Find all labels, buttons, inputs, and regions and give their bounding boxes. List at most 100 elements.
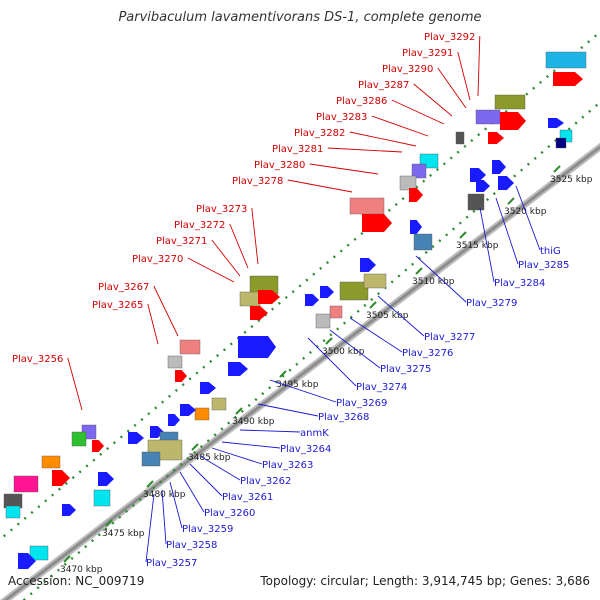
kbp-tick [415,267,423,275]
upper-gene-label: Plav_3270 [132,254,183,265]
gene-feature [360,258,376,272]
gene-feature [349,197,385,215]
gene-callout-line [287,179,353,193]
gene-feature [555,137,567,149]
gene-callout-line [479,207,495,283]
upper-gene-label: Plav_3287 [358,80,409,91]
gene-feature [363,273,387,289]
upper-gene-label: Plav_3283 [316,112,367,123]
kbp-tick [507,197,515,205]
gene-feature [92,440,104,452]
gene-callout-line [349,131,417,147]
gene-callout-line [269,379,337,403]
gene-callout-line [495,197,519,265]
upper-gene-label: Plav_3292 [424,32,475,43]
gene-feature [455,131,465,145]
lower-gene-label: Plav_3279 [466,298,517,309]
gene-feature [93,489,111,507]
kbp-tick [146,480,154,488]
upper-gene-label: Plav_3272 [174,220,225,231]
upper-gene-label: Plav_3271 [156,236,207,247]
lower-gene-label: thiG [540,246,561,257]
gene-callout-line [211,447,263,465]
gene-feature [13,475,39,493]
lower-gene-label: Plav_3257 [146,558,197,569]
gene-feature [71,431,87,447]
gene-feature [179,339,201,355]
gene-feature [411,163,427,179]
lower-gene-label: Plav_3259 [182,524,233,535]
gene-feature [29,545,49,561]
gene-callout-line [349,317,403,353]
gene-feature [5,505,21,519]
gene-callout-line [327,147,403,153]
gene-feature [52,470,70,486]
kbp-tick [191,443,199,451]
gene-feature [498,176,514,190]
gene-feature [545,51,587,69]
gene-callout-line [179,471,205,513]
outer-dotted-track [0,30,600,542]
genome-summary: Topology: circular; Length: 3,914,745 bp… [260,574,590,588]
lower-gene-label: Plav_3258 [166,540,217,551]
gene-feature [329,305,343,319]
gene-callout-line [251,207,259,265]
gene-feature [211,397,227,411]
gene-feature [194,407,210,421]
gene-feature [175,370,187,382]
gene-feature [548,118,564,128]
kbp-label: 3525 kbp [550,175,593,185]
upper-gene-label: Plav_3256 [12,354,63,365]
gene-feature [238,336,276,358]
gene-feature [476,180,490,192]
lower-gene-label: Plav_3260 [204,508,255,519]
accession-label: Accession: NC_009719 [8,574,145,588]
gene-callout-line [67,357,83,411]
gene-callout-line [211,239,241,277]
gene-callout-line [189,463,223,497]
gene-feature [339,281,369,301]
upper-gene-label: Plav_3273 [196,204,247,215]
kbp-tick [369,301,377,309]
gene-callout-line [221,441,281,449]
lower-gene-label: Plav_3261 [222,492,273,503]
lower-gene-label: Plav_3264 [280,444,331,455]
kbp-label: 3505 kbp [366,311,409,321]
kbp-label: 3470 kbp [60,565,103,575]
gene-feature [305,294,319,306]
kbp-tick [105,519,113,527]
gene-feature [98,472,114,486]
gene-callout-line [161,489,167,545]
genome-backbone-core [3,145,600,600]
gene-feature [470,168,486,182]
gene-feature [494,94,526,110]
kbp-label: 3515 kbp [456,241,499,251]
upper-gene-label: Plav_3282 [294,128,345,139]
upper-gene-label: Plav_3281 [272,144,323,155]
gene-feature [413,233,433,251]
gene-callout-line [371,115,429,137]
gene-feature [553,72,583,86]
gene-feature [258,290,280,304]
inner-dotted-track [22,100,600,600]
kbp-tick [459,231,467,239]
upper-gene-label: Plav_3265 [92,300,143,311]
gene-feature [200,382,216,394]
gene-callout-line [153,285,179,337]
upper-gene-label: Plav_3291 [402,48,453,59]
upper-gene-label: Plav_3280 [254,160,305,171]
gene-callout-line [187,257,235,283]
gene-callout-line [477,35,481,97]
gene-feature [320,286,334,298]
gene-callout-line [329,329,381,369]
gene-feature [500,112,526,130]
gene-feature [362,214,392,232]
gene-callout-line [413,83,453,117]
upper-gene-label: Plav_3267 [98,282,149,293]
lower-gene-label: Plav_3268 [318,412,369,423]
gene-callout-line [391,99,445,125]
gene-feature [141,451,161,467]
gene-feature [128,432,144,444]
gene-feature [228,362,248,376]
